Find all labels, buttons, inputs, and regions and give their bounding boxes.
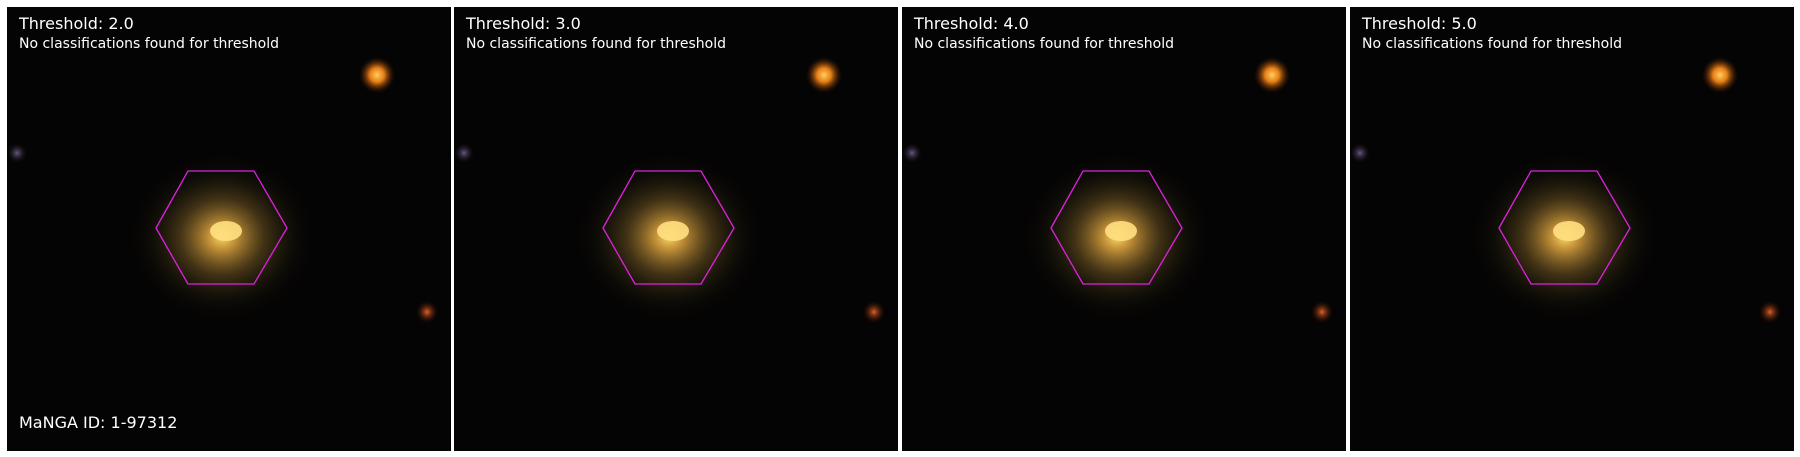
panel-message: No classifications found for threshold [1362, 36, 1622, 52]
faint-star [1350, 143, 1370, 163]
panel-title: Threshold: 5.0 [1362, 14, 1477, 33]
galaxy-core [1553, 221, 1585, 241]
small-star [1311, 301, 1333, 323]
small-star [1759, 301, 1781, 323]
panel-message: No classifications found for threshold [914, 36, 1174, 52]
galaxy-core [1105, 221, 1137, 241]
galaxy-image [902, 57, 1333, 323]
ifu-hexagon [1498, 170, 1631, 285]
ifu-hexagon [602, 170, 735, 285]
galaxy-core [657, 221, 689, 241]
bright-star [1702, 57, 1738, 93]
panel-message: No classifications found for threshold [19, 36, 279, 52]
panel-title: Threshold: 2.0 [19, 14, 134, 33]
galaxy-image [1350, 57, 1781, 323]
panel-title: Threshold: 4.0 [914, 14, 1029, 33]
panel-message: No classifications found for threshold [466, 36, 726, 52]
galaxy-image [7, 57, 438, 323]
faint-star [902, 143, 922, 163]
small-star [416, 301, 438, 323]
manga-id-label: MaNGA ID: 1-97312 [19, 413, 178, 432]
galaxy-image [454, 57, 885, 323]
ifu-hexagon [1050, 170, 1183, 285]
small-star [863, 301, 885, 323]
faint-star [454, 143, 474, 163]
ifu-hexagon [155, 170, 288, 285]
bright-star [1254, 57, 1290, 93]
panel-threshold-2: Threshold: 2.0 No classifications found … [7, 7, 451, 451]
panel-threshold-4: Threshold: 4.0 No classifications found … [902, 7, 1346, 451]
galaxy-core [210, 221, 242, 241]
bright-star [359, 57, 395, 93]
bright-star [806, 57, 842, 93]
panel-threshold-3: Threshold: 3.0 No classifications found … [454, 7, 898, 451]
faint-star [7, 143, 27, 163]
panel-title: Threshold: 3.0 [466, 14, 581, 33]
panel-threshold-5: Threshold: 5.0 No classifications found … [1350, 7, 1794, 451]
